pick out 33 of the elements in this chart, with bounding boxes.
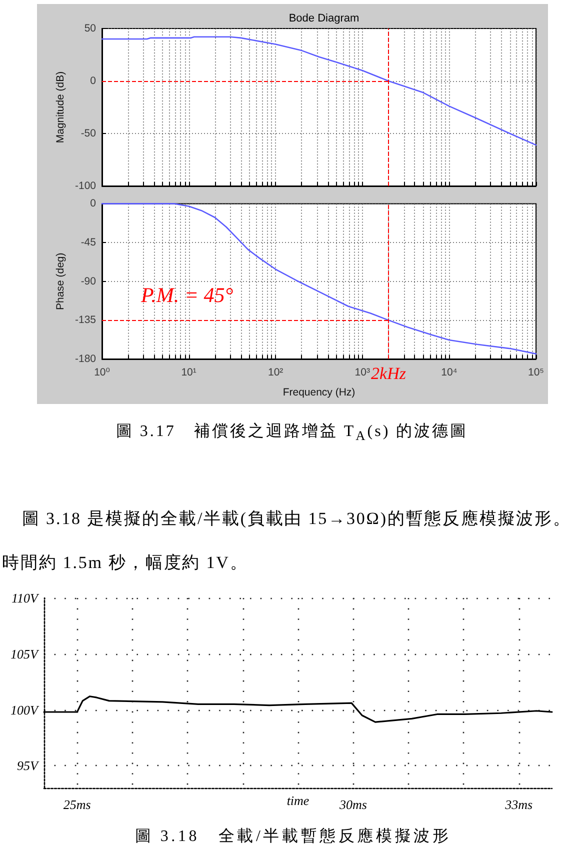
y-axis-title: Phase (deg) xyxy=(54,252,66,310)
caption: 圖 3.18 是模擬的全載/半載(負載由 15→30Ω)的暫態反應模擬波形。 xyxy=(22,509,572,530)
x-tick-label: 33ms xyxy=(504,797,533,812)
y-tick-label: 0 xyxy=(90,198,96,210)
y-tick-label: -180 xyxy=(74,353,96,365)
y-tick-label: -90 xyxy=(80,275,96,288)
y-tick-label: 0 xyxy=(90,75,96,87)
x-tick-label: 25ms xyxy=(63,797,91,812)
x-tick-label: 10⁴ xyxy=(441,366,458,378)
x-tick-label: 10³ xyxy=(354,366,370,378)
chart-title: Bode Diagram xyxy=(288,12,360,24)
y-axis-title: Magnitude (dB) xyxy=(54,71,66,144)
ref-line-label: 2kHz xyxy=(371,364,406,383)
x-tick-label: 10² xyxy=(268,366,284,378)
x-tick-label: 10⁵ xyxy=(528,366,544,378)
x-axis-title: Frequency (Hz) xyxy=(282,386,356,398)
y-tick-label: 110V xyxy=(12,590,40,606)
y-tick-label: 100V xyxy=(10,702,40,718)
x-axis-title: time xyxy=(286,793,310,808)
x-tick-label: 10¹ xyxy=(181,366,197,378)
text: 時間約 1.5m 秒，幅度約 1V。 xyxy=(2,553,248,574)
x-tick-label: 10⁰ xyxy=(94,366,110,378)
y-tick-label: -135 xyxy=(74,314,96,326)
annotation: P.M. = 45° xyxy=(141,283,234,308)
caption: 圖 3.18 全載/半載暫態反應模擬波形 xyxy=(134,827,452,846)
y-tick-label: -45 xyxy=(80,236,96,249)
y-tick-label: 50 xyxy=(84,22,96,34)
y-tick-label: -100 xyxy=(74,180,96,192)
x-tick-label: 30ms xyxy=(338,797,367,812)
y-tick-label: 105V xyxy=(10,646,40,662)
caption: 圖 3.17 補償後之迴路增益 T$_{A}$(s) 的波德圖 xyxy=(116,422,468,444)
y-tick-label: -50 xyxy=(80,128,96,140)
y-tick-label: 95V xyxy=(17,758,40,774)
